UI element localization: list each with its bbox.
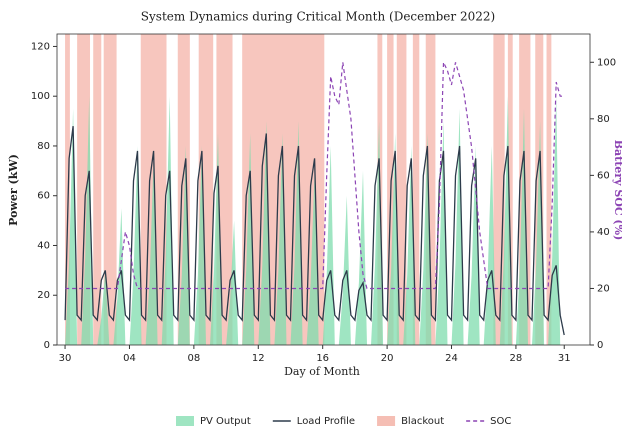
legend-label: Blackout: [401, 416, 444, 427]
blackout-band: [412, 34, 420, 345]
x-tick-label: 28: [510, 353, 523, 364]
blackout-band: [65, 34, 70, 345]
blackout-band: [396, 34, 407, 345]
y2-tick-label: 80: [597, 114, 610, 125]
soc-line: [65, 62, 565, 290]
plot-frame: [56, 33, 591, 346]
y2-tick-label: 0: [597, 340, 603, 351]
x-tick-label: 30: [59, 353, 72, 364]
load-line: [64, 126, 565, 336]
x-tick-label: 24: [445, 353, 458, 364]
blackout-band: [493, 34, 505, 345]
chart-title: System Dynamics during Critical Month (D…: [141, 10, 495, 24]
blackout-band: [93, 34, 102, 345]
y2-tick-label: 100: [597, 57, 616, 68]
legend-label: Load Profile: [297, 416, 355, 427]
x-tick-label: 08: [188, 353, 201, 364]
legend-label: PV Output: [200, 416, 251, 427]
y-axis-label: Power (kW): [7, 154, 20, 226]
x-axis-label: Day of Month: [284, 365, 360, 378]
y2-tick-label: 60: [597, 170, 610, 181]
y-tick-label: 120: [31, 41, 50, 52]
blackout-band: [546, 34, 552, 345]
legend-label: SOC: [490, 416, 511, 427]
blackout-band: [507, 34, 513, 345]
x-tick-label: 20: [381, 353, 394, 364]
y-tick-label: 20: [37, 290, 50, 301]
blackout-band: [425, 34, 436, 345]
pv-area: [65, 96, 565, 345]
x-tick-label: 12: [252, 353, 265, 364]
blackout-band: [103, 34, 117, 345]
y-tick-label: 80: [37, 141, 50, 152]
y-tick-label: 0: [44, 340, 50, 351]
x-tick-label: 16: [316, 353, 329, 364]
legend-swatch: [176, 416, 194, 426]
x-tick-label: 31: [558, 353, 571, 364]
y2-axis-label: Battery SOC (%): [612, 140, 622, 241]
legend-swatch: [377, 416, 396, 426]
y2-tick-label: 20: [597, 283, 610, 294]
y2-tick-label: 40: [597, 227, 610, 238]
x-tick-label: 04: [123, 353, 136, 364]
y-tick-label: 40: [37, 240, 50, 251]
y-tick-label: 100: [31, 91, 50, 102]
y-tick-label: 60: [37, 191, 50, 202]
